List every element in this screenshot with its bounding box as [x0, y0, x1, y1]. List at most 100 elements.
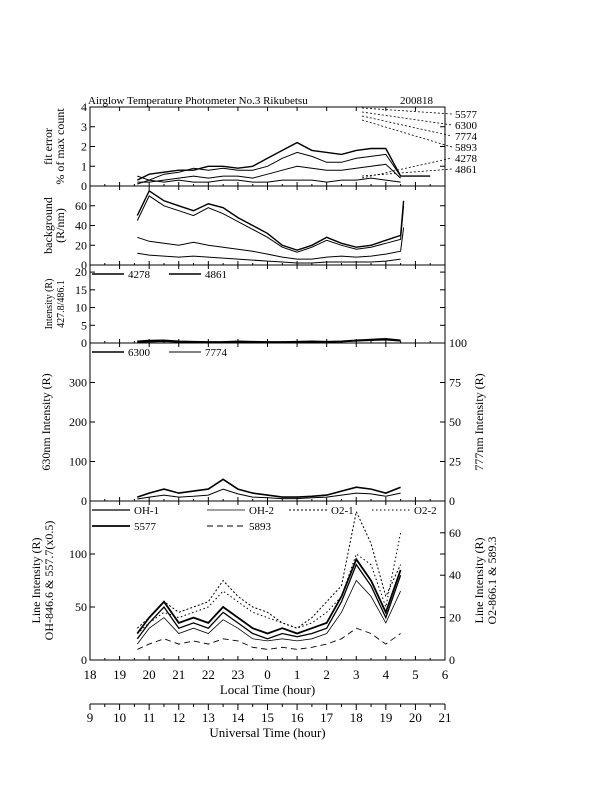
y-axis-label: % of max count — [53, 108, 67, 185]
y-tick-label: 0 — [81, 653, 87, 667]
side-legend-label-5893: 5893 — [455, 142, 478, 154]
ut-tick-label: 14 — [231, 710, 245, 725]
legend-label-O2-2: O2-2 — [414, 505, 437, 517]
ut-axis-label: Universal Time (hour) — [209, 725, 325, 740]
chart-title: Airglow Temperature Photometer No.3 Riku… — [88, 95, 308, 107]
series-fit-error-1 — [137, 151, 402, 181]
ut-tick-label: 13 — [202, 710, 215, 725]
series-6300 — [137, 478, 401, 498]
y-right-tick-label: 50 — [449, 415, 461, 429]
y-tick-label: 3 — [81, 120, 87, 134]
side-legend-connector — [361, 157, 453, 179]
side-legend-label-4861: 4861 — [455, 164, 477, 176]
y-tick-label: 15 — [75, 283, 87, 297]
y-tick-label: 2 — [81, 140, 87, 154]
series-OH-2 — [136, 579, 401, 645]
y-right-tick-label: 40 — [449, 568, 461, 582]
y-tick-label: 20 — [75, 238, 87, 252]
ut-tick-label: 11 — [143, 710, 156, 725]
local-time-tick-label: 6 — [442, 667, 449, 682]
ut-tick-label: 15 — [261, 710, 274, 725]
y-right-tick-label: 25 — [449, 455, 461, 469]
y-tick-label: 0 — [81, 336, 87, 350]
local-time-tick-label: 2 — [323, 667, 330, 682]
y-tick-label: 5 — [81, 318, 87, 332]
y-tick-label: 100 — [69, 547, 87, 561]
y-tick-label: 40 — [75, 219, 87, 233]
y-tick-label: 20 — [75, 265, 87, 279]
series-background-2 — [137, 227, 405, 260]
series-fit-error-3 — [137, 177, 401, 185]
local-time-tick-label: 21 — [172, 667, 185, 682]
local-time-tick-label: 23 — [231, 667, 244, 682]
side-legend-label-6300: 6300 — [455, 120, 478, 132]
local-time-tick-label: 4 — [383, 667, 390, 682]
legend-label-7774: 7774 — [205, 347, 228, 359]
series-4861 — [137, 339, 401, 344]
legend-label-5577: 5577 — [134, 521, 157, 533]
y-axis-label: Line Intensity (R) — [29, 538, 43, 624]
y-tick-label: 50 — [75, 600, 87, 614]
y-tick-label: 60 — [75, 199, 87, 213]
legend-label-OH-2: OH-2 — [249, 505, 274, 517]
y-tick-label: 0 — [81, 258, 87, 272]
legend-label-6300: 6300 — [128, 347, 151, 359]
y-axis-label: background — [41, 197, 55, 254]
local-time-tick-label: 5 — [412, 667, 419, 682]
y-tick-label: 100 — [69, 455, 87, 469]
y-tick-label: 0 — [81, 494, 87, 508]
series-5577 — [136, 557, 402, 635]
chart-date: 200818 — [400, 95, 434, 107]
series-background-1 — [136, 195, 405, 253]
y-tick-label: 1 — [81, 159, 87, 173]
local-time-tick-label: 1 — [294, 667, 301, 682]
ut-tick-label: 20 — [409, 710, 422, 725]
local-time-tick-label: 22 — [202, 667, 215, 682]
ut-tick-label: 9 — [87, 710, 94, 725]
local-time-tick-label: 18 — [84, 667, 97, 682]
panel-frame-intensity-630 — [89, 342, 446, 502]
y-right-tick-label: 60 — [449, 526, 461, 540]
y-axis-label: fit error — [41, 128, 55, 165]
ut-tick-label: 17 — [320, 710, 334, 725]
panel-frames — [89, 106, 446, 710]
series-OH-1 — [136, 563, 402, 640]
chart-marks — [92, 107, 453, 650]
side-legend-connector — [361, 119, 453, 148]
y-tick-label: 4 — [81, 100, 87, 114]
legend-label-OH-1: OH-1 — [134, 505, 159, 517]
y-right-tick-label: 0 — [449, 494, 455, 508]
series-5893 — [137, 627, 401, 650]
side-legend-connector — [361, 168, 453, 177]
series-background-3 — [137, 252, 401, 264]
legend-label-5893: 5893 — [249, 521, 272, 533]
series-7774 — [137, 488, 401, 500]
local-time-axis-label: Local Time (hour) — [220, 682, 315, 697]
y-right-tick-label: 75 — [449, 376, 461, 390]
series-background-0 — [136, 189, 405, 251]
legend-label-4861: 4861 — [205, 269, 227, 281]
y-axis-label: OH-846.6 & 557.7(x0.5) — [42, 521, 56, 641]
y-tick-label: 200 — [69, 415, 87, 429]
ut-tick-label: 18 — [350, 710, 363, 725]
ut-tick-label: 16 — [291, 710, 305, 725]
local-time-tick-label: 19 — [113, 667, 126, 682]
local-time-tick-label: 0 — [264, 667, 271, 682]
legend-label-O2-1: O2-1 — [331, 505, 354, 517]
side-legend-connector — [361, 111, 453, 126]
local-time-tick-label: 20 — [143, 667, 156, 682]
y-right-tick-label: 0 — [449, 653, 455, 667]
series-O2-1 — [136, 509, 402, 629]
y-tick-label: 300 — [69, 376, 87, 390]
side-legend-connector — [361, 107, 453, 115]
side-legend-label-5577: 5577 — [455, 109, 478, 121]
ut-tick-label: 12 — [172, 710, 185, 725]
ut-tick-label: 10 — [113, 710, 126, 725]
ut-tick-label: 21 — [439, 710, 452, 725]
side-legend-label-4278: 4278 — [455, 153, 478, 165]
legend-label-4278: 4278 — [128, 269, 151, 281]
side-legend-label-7774: 7774 — [455, 131, 478, 143]
local-time-tick-label: 3 — [353, 667, 360, 682]
